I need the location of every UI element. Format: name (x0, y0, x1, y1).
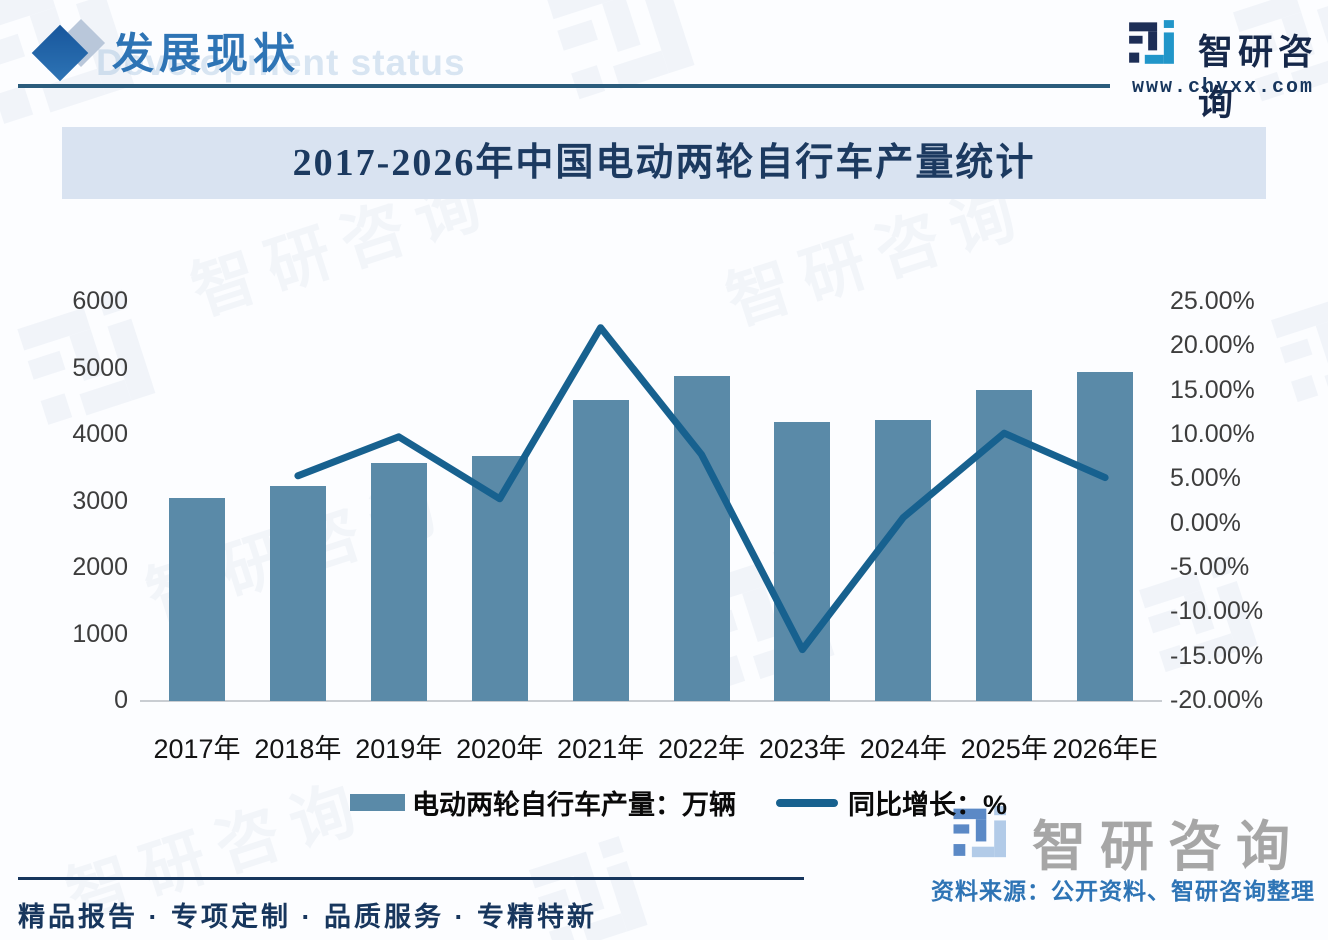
footer-brand-ghost: 智研咨询 (1032, 817, 1304, 877)
production-bar (673, 376, 730, 701)
year-label: 2017年 (153, 734, 241, 764)
production-bar (774, 421, 831, 701)
left-axis-tick: 6000 (72, 287, 128, 315)
left-axis-tick: 5000 (72, 353, 128, 382)
right-axis-tick: 0.00% (1170, 508, 1241, 537)
right-axis-tick: 20.00% (1170, 331, 1255, 360)
page-title: 发展现状 (112, 30, 301, 77)
year-label: 2019年 (355, 734, 443, 764)
header-divider (18, 84, 1110, 88)
data-source-note: 资料来源：公开资料、智研咨询整理 (931, 878, 1315, 904)
year-label: 2022年 (657, 734, 746, 764)
brand-website: www.chyxx.com (1132, 76, 1315, 99)
production-bar (572, 399, 629, 701)
legend-line-label: 同比增长：% (848, 790, 1008, 820)
chart-title-banner: 2017-2026年中国电动两轮自行车产量统计 (62, 127, 1266, 199)
chart-title: 2017-2026年中国电动两轮自行车产量统计 (292, 142, 1036, 184)
year-label: 2021年 (557, 734, 645, 764)
right-axis-tick: -20.00% (1170, 686, 1264, 714)
right-axis-tick: 25.00% (1170, 287, 1255, 315)
brand-name: 智研咨询 (1198, 33, 1319, 123)
production-bar (169, 498, 225, 701)
legend-line-swatch-icon (776, 799, 838, 807)
legend-bar-swatch-icon (350, 794, 405, 811)
x-axis-line (140, 700, 1162, 702)
right-axis-tick: -15.00% (1170, 641, 1264, 670)
year-label: 2020年 (456, 734, 544, 764)
production-bar (1077, 372, 1134, 701)
left-axis-tick: 4000 (72, 420, 128, 448)
brand-logo-icon (1128, 20, 1184, 79)
left-axis-tick: 3000 (72, 486, 128, 515)
background-watermark-logo-icon (541, 0, 728, 129)
left-axis-tick: 2000 (72, 553, 128, 581)
right-axis-tick: -5.00% (1170, 553, 1250, 581)
production-bar (976, 390, 1033, 701)
legend-bar-label: 电动两轮自行车产量：万辆 (412, 790, 736, 820)
header-subtitle-ghost: Development status (96, 42, 466, 83)
left-axis-tick: 0 (114, 686, 128, 714)
right-axis-tick: 10.00% (1170, 420, 1255, 448)
production-bar (370, 462, 427, 701)
right-axis-tick: 5.00% (1170, 464, 1241, 493)
year-label: 2023年 (758, 734, 846, 764)
production-bar (875, 419, 932, 701)
production-bar (471, 455, 528, 701)
year-label: 2024年 (859, 734, 947, 764)
left-axis-tick: 1000 (72, 619, 128, 648)
production-bar (269, 486, 326, 701)
footer-tagline: 精品报告 · 专项定制 · 品质服务 · 专精特新 (18, 902, 597, 932)
footer-divider (18, 877, 804, 880)
right-axis-tick: -10.00% (1170, 597, 1264, 626)
year-label: 2026年E (1052, 734, 1158, 764)
right-axis-tick: 15.00% (1170, 375, 1255, 404)
year-label: 2018年 (254, 734, 342, 764)
year-label: 2025年 (960, 734, 1048, 764)
